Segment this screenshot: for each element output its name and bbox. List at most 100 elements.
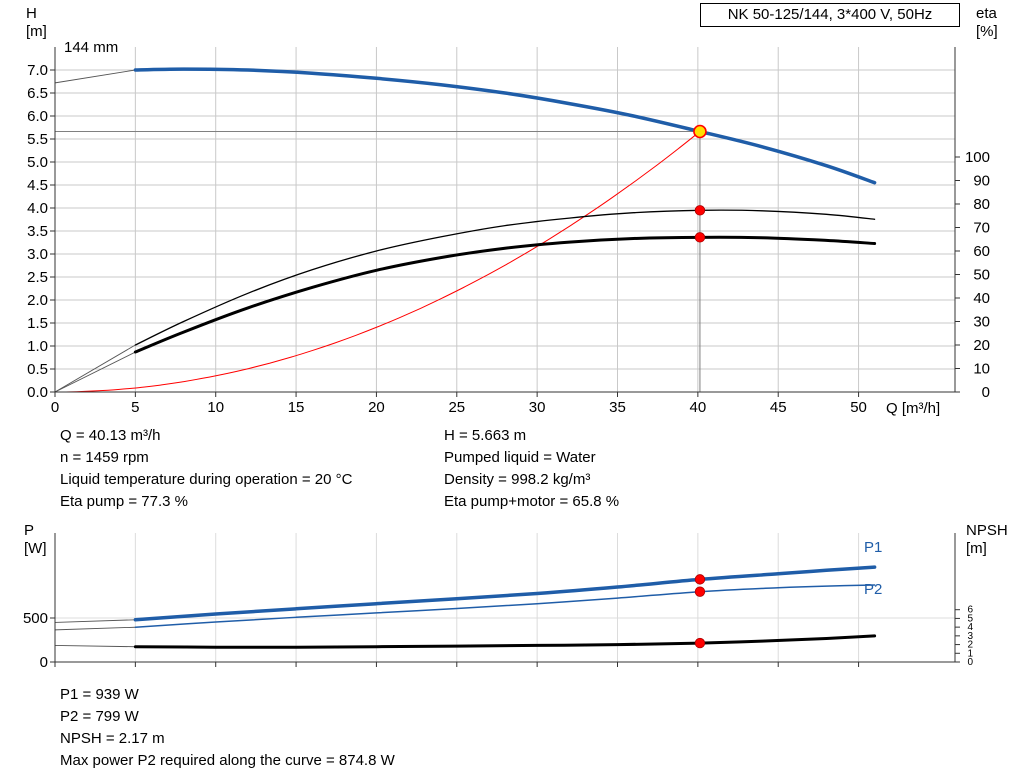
- x-axis-tick-label: 25: [448, 399, 465, 416]
- left-axis-tick-label: 3.5: [27, 223, 48, 240]
- left-axis-tick-label: 1.5: [27, 315, 48, 332]
- info-line-max-power: Max power P2 required along the curve = …: [60, 752, 395, 769]
- x-axis-tick-label: 20: [368, 399, 385, 416]
- head-extension-line: [54, 69, 136, 84]
- P1-curve[interactable]: [133, 565, 877, 622]
- x-axis-tick-label: 35: [609, 399, 626, 416]
- left-axis-tick-label: 0: [40, 654, 48, 671]
- h-axis-name: H: [26, 5, 37, 22]
- left-axis-tick-label: 1.0: [27, 338, 48, 355]
- left-axis-tick-label: 7.0: [27, 62, 48, 79]
- x-axis-tick-label: 45: [770, 399, 787, 416]
- right-axis-tick-label: 30: [973, 313, 990, 330]
- info-line-p2: P2 = 799 W: [60, 708, 139, 725]
- info-line-density: Density = 998.2 kg/m³: [444, 471, 591, 488]
- top-chart: 0.0 0.5 1.0 1.5 2.0 2.5 3.0 3.5 4.0 4.5 5.0 5.5 6.0 6…: [27, 47, 990, 416]
- eta-pump-motor-extension-line: [54, 351, 136, 393]
- right-axis-tick-label: 80: [973, 196, 990, 213]
- right-axis-tick-label: 50: [973, 266, 990, 283]
- info-line-flow: Q = 40.13 m³/h: [60, 427, 161, 444]
- left-axis-tick-label: 5.5: [27, 131, 48, 148]
- x-axis-tick-label: 0: [51, 399, 59, 416]
- p-axis-title: P [W]: [24, 522, 47, 558]
- left-axis-tick-label: 2.5: [27, 269, 48, 286]
- right-axis-tick-label: 20: [973, 337, 990, 354]
- P1-extension-line: [54, 619, 136, 623]
- info-line-eta-pump: Eta pump = 77.3 %: [60, 493, 188, 510]
- right-axis-tick-label: 1: [967, 648, 973, 659]
- eta-pump-duty-dot: [694, 205, 706, 216]
- npsh-axis-unit: [m]: [966, 540, 987, 557]
- right-axis-tick-label: 0: [967, 657, 973, 668]
- NPSH-extension-line: [54, 644, 136, 648]
- h-axis-unit: [m]: [26, 23, 47, 40]
- right-axis-tick-label: 4: [967, 622, 973, 633]
- eta-pump-motor-curve[interactable]: [133, 235, 877, 354]
- pump-designation-box: NK 50-125/144, 3*400 V, 50Hz: [700, 3, 960, 27]
- eta-axis-title: eta [%]: [976, 5, 998, 41]
- left-axis-tick-label: 500: [23, 610, 48, 627]
- eta-pump-motor-duty-dot: [694, 232, 706, 243]
- npsh-axis-name: NPSH: [966, 522, 1008, 539]
- right-axis-tick-label: 6: [967, 605, 973, 616]
- x-axis-tick-label: 40: [690, 399, 707, 416]
- right-axis-tick-label: 70: [973, 219, 990, 236]
- head-curve[interactable]: [133, 67, 877, 185]
- right-axis-tick-label: 90: [973, 172, 990, 189]
- x-axis-tick-label: 30: [529, 399, 546, 416]
- left-axis-tick-label: 5.0: [27, 154, 48, 171]
- info-line-head: H = 5.663 m: [444, 427, 527, 444]
- h-axis-title: H [m]: [26, 5, 47, 41]
- x-axis-tick-label: 10: [207, 399, 224, 416]
- left-axis-tick-label: 3.0: [27, 246, 48, 263]
- P1-duty-dot: [694, 574, 706, 585]
- right-axis-tick-label: 2: [967, 640, 973, 651]
- impeller-diameter-label: 144 mm: [64, 39, 119, 56]
- eta-axis-name: eta: [976, 5, 997, 22]
- left-axis-tick-label: 0.5: [27, 361, 48, 378]
- eta-axis-unit: [%]: [976, 23, 998, 40]
- p2-curve-label: P2: [864, 581, 883, 598]
- p-axis-unit: [W]: [24, 540, 47, 557]
- P2-duty-dot: [694, 586, 706, 597]
- right-axis-tick-label: 10: [973, 360, 990, 377]
- info-line-pumped-liquid: Pumped liquid = Water: [444, 449, 596, 466]
- x-axis-tick-label: 5: [131, 399, 139, 416]
- p-axis-name: P: [24, 522, 35, 539]
- right-axis-tick-label: 5: [967, 613, 973, 624]
- power-info-column: P1 = 939 W P2 = 799 W NPSH = 2.17 m Max …: [60, 684, 395, 772]
- info-line-p1: P1 = 939 W: [60, 686, 139, 703]
- duty-point-marker[interactable]: [693, 124, 707, 139]
- right-axis-tick-label: 60: [973, 243, 990, 260]
- duty-info-left-column: Q = 40.13 m³/h n = 1459 rpm Liquid tempe…: [60, 425, 352, 513]
- left-axis-tick-label: 0.0: [27, 384, 48, 401]
- left-axis-tick-label: 6.0: [27, 108, 48, 125]
- bottom-chart-plot-area[interactable]: [55, 533, 955, 662]
- npsh-axis-title: NPSH [m]: [966, 522, 1008, 558]
- right-axis-tick-label: 100: [965, 149, 990, 166]
- left-axis-tick-label: 4.5: [27, 177, 48, 194]
- left-axis-tick-label: 2.0: [27, 292, 48, 309]
- NPSH-curve[interactable]: [133, 634, 877, 649]
- system-curve: [54, 131, 701, 393]
- eta-pump-curve[interactable]: [134, 209, 876, 346]
- right-axis-tick-label: 0: [982, 384, 990, 401]
- left-axis-tick-label: 6.5: [27, 85, 48, 102]
- left-axis-tick-label: 4.0: [27, 200, 48, 217]
- duty-info-right-column: H = 5.663 m Pumped liquid = Water Densit…: [444, 425, 619, 513]
- NPSH-duty-dot: [694, 637, 706, 649]
- right-axis-tick-label: 40: [973, 290, 990, 307]
- eta-pump-extension-line: [54, 344, 136, 393]
- P2-curve[interactable]: [134, 584, 876, 628]
- info-line-liquid-temperature: Liquid temperature during operation = 20…: [60, 471, 353, 488]
- info-line-speed: n = 1459 rpm: [60, 449, 149, 466]
- q-axis-label: Q [m³/h]: [886, 400, 941, 417]
- x-axis-tick-label: 15: [288, 399, 305, 416]
- info-line-npsh: NPSH = 2.17 m: [60, 730, 165, 747]
- x-axis-tick-label: 50: [850, 399, 867, 416]
- P2-extension-line: [54, 626, 136, 631]
- top-chart-plot-area[interactable]: [55, 47, 955, 392]
- p1-curve-label: P1: [864, 539, 883, 556]
- info-line-eta-pump-motor: Eta pump+motor = 65.8 %: [444, 493, 620, 510]
